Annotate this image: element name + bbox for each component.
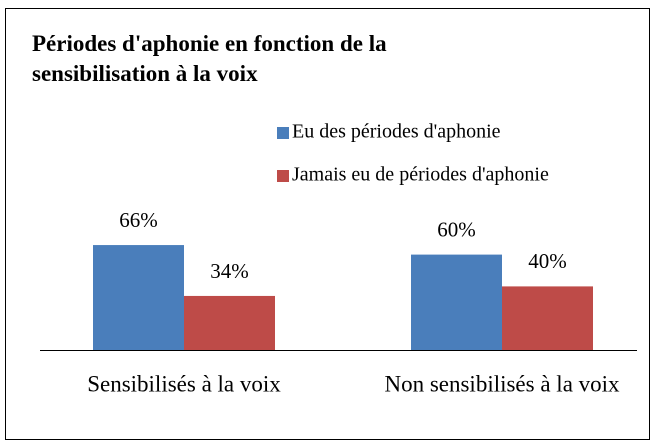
data-label: 34% (210, 259, 249, 283)
data-label: 40% (528, 249, 567, 273)
legend-swatch (277, 127, 289, 139)
bar (411, 254, 502, 350)
bar (184, 295, 275, 350)
x-tick-label: Sensibilisés à la voix (87, 371, 281, 396)
data-label: 60% (437, 217, 476, 241)
data-label: 66% (119, 208, 158, 232)
bar (93, 245, 184, 350)
legend-label: Eu des périodes d'aphonie (292, 121, 501, 143)
chart-title: Périodes d'aphonie en fonction de la sens… (32, 31, 387, 86)
x-tick-label: Non sensibilisés à la voix (384, 371, 620, 396)
legend-label: Jamais eu de périodes d'aphonie (292, 164, 549, 186)
chart-border (5, 8, 650, 440)
legend-swatch (277, 170, 289, 182)
bar (502, 286, 593, 350)
